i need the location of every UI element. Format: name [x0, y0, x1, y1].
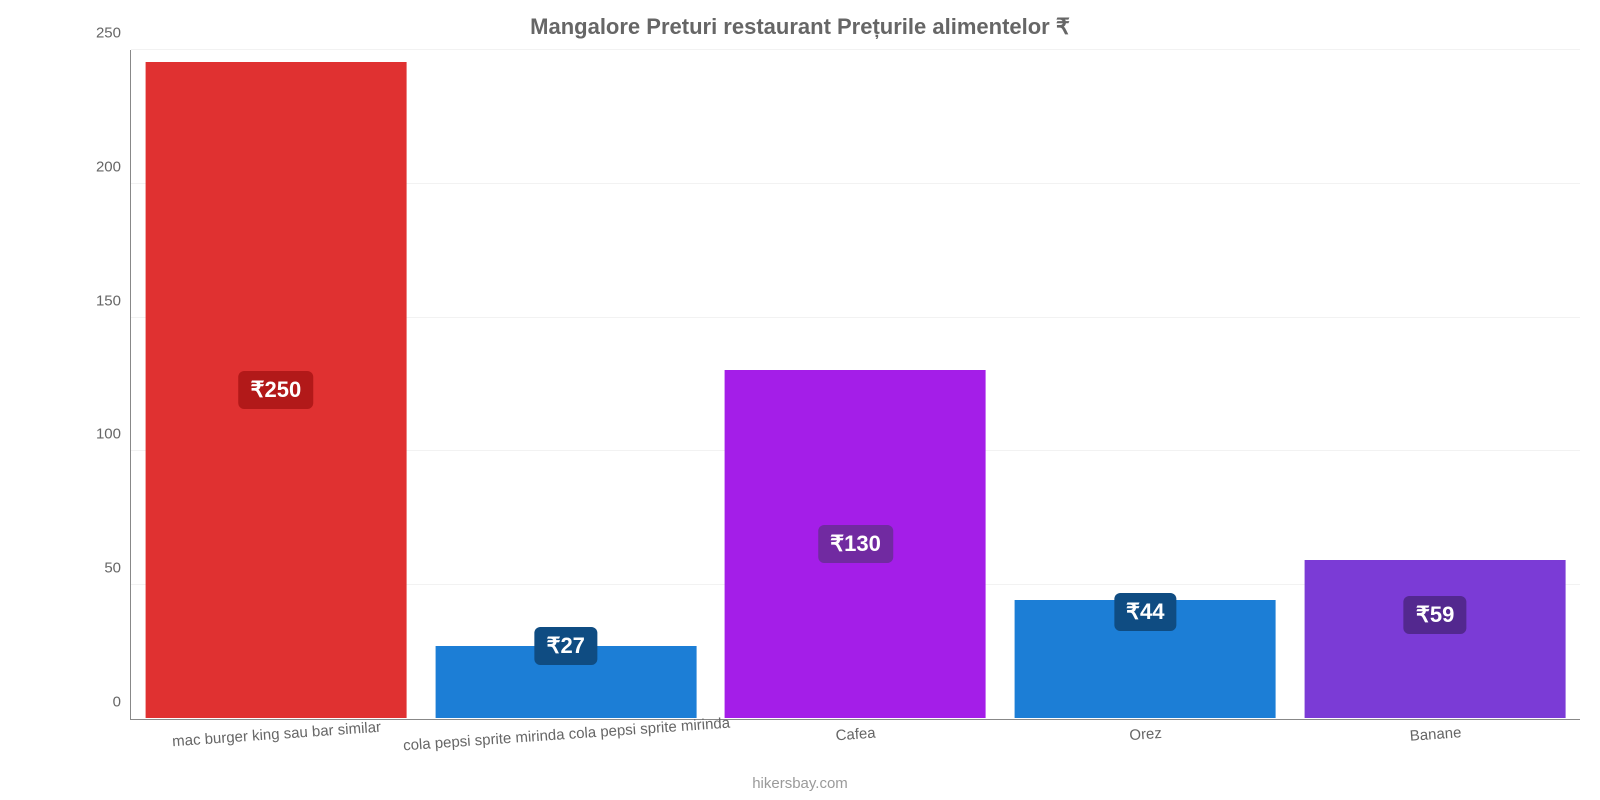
value-badge: ₹59	[1404, 596, 1466, 634]
ytick-label: 50	[104, 560, 121, 577]
attribution: hikersbay.com	[0, 775, 1600, 792]
xtick-label: Banane	[1409, 724, 1462, 745]
bar-slot: ₹130 Cafea	[711, 49, 1001, 718]
ytick-label: 200	[96, 158, 121, 175]
ytick-label: 100	[96, 426, 121, 443]
bar-orez: ₹44	[1015, 600, 1276, 718]
xtick-label: Orez	[1129, 725, 1163, 744]
bar-slot: ₹44 Orez	[1000, 49, 1290, 718]
chart-title: Mangalore Preturi restaurant Prețurile a…	[0, 0, 1600, 40]
ytick-label: 0	[113, 694, 121, 711]
chart-plot-area: 0 50 100 150 200 250 ₹250 mac burger kin…	[130, 50, 1580, 720]
bar-cafea: ₹130	[725, 370, 986, 718]
value-badge: ₹130	[818, 525, 893, 563]
xtick-label: cola pepsi sprite mirinda cola pepsi spr…	[402, 715, 730, 755]
xtick-label: Cafea	[836, 725, 877, 745]
plot-frame: 0 50 100 150 200 250 ₹250 mac burger kin…	[130, 50, 1580, 720]
bar-slot: ₹59 Banane	[1290, 49, 1580, 718]
value-badge: ₹44	[1114, 593, 1176, 631]
xtick-label: mac burger king sau bar similar	[172, 719, 382, 751]
ytick-label: 150	[96, 292, 121, 309]
ytick-label: 250	[96, 25, 121, 42]
bar-cola-pepsi: ₹27	[435, 646, 696, 718]
value-badge: ₹250	[239, 371, 314, 409]
bars-container: ₹250 mac burger king sau bar similar ₹27…	[131, 49, 1580, 718]
bar-mac-burger: ₹250	[145, 62, 406, 718]
bar-slot: ₹27 cola pepsi sprite mirinda cola pepsi…	[421, 49, 711, 718]
bar-banane: ₹59	[1305, 560, 1566, 718]
bar-slot: ₹250 mac burger king sau bar similar	[131, 49, 421, 718]
value-badge: ₹27	[534, 627, 596, 665]
